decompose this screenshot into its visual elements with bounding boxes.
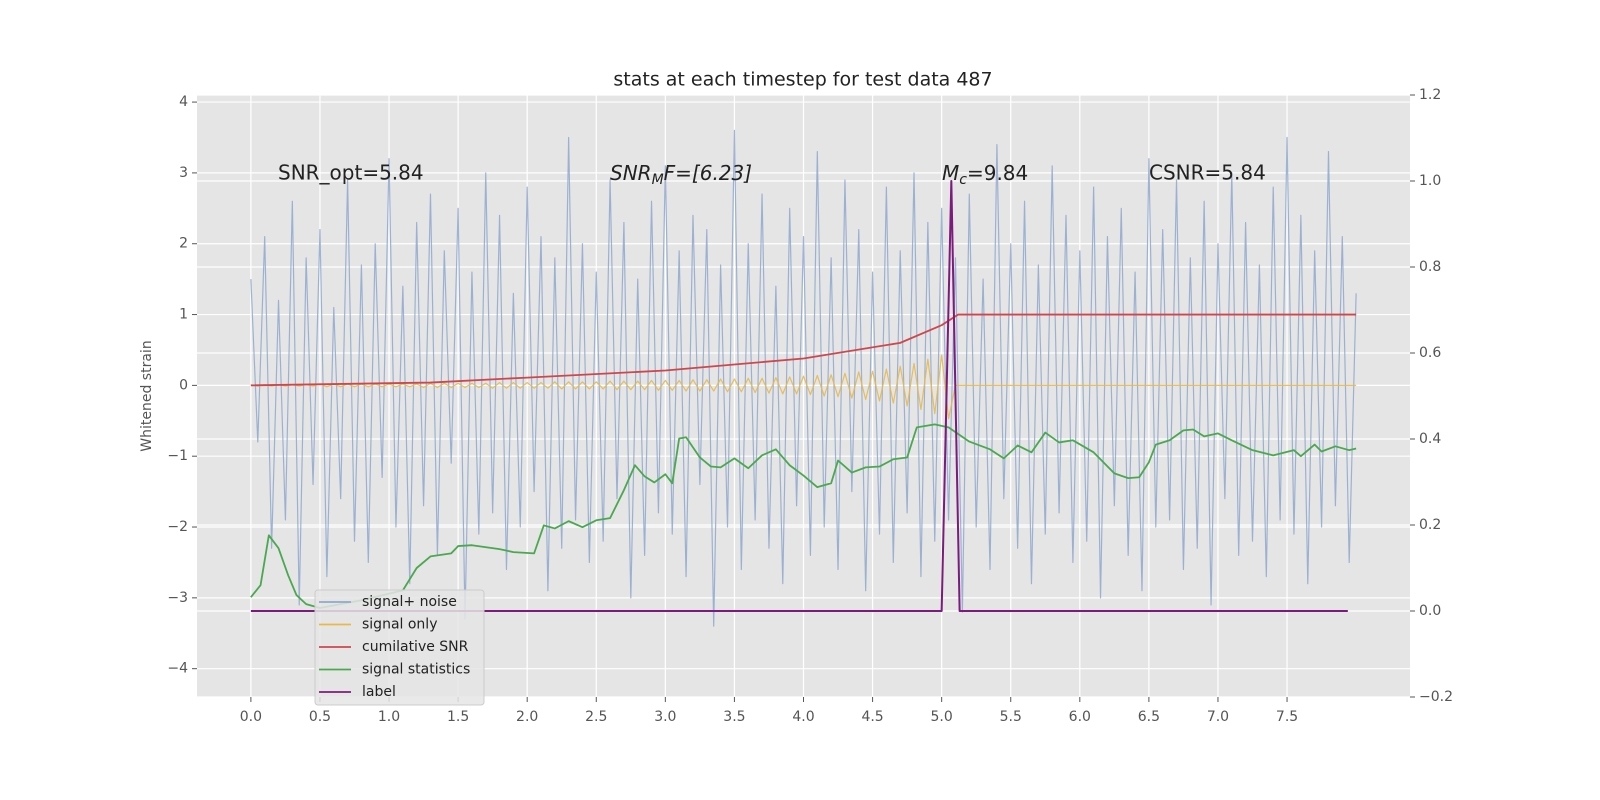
y-tick-label: −2	[167, 519, 188, 535]
x-tick-label: 0.0	[240, 709, 262, 725]
series-line	[250, 313, 1357, 387]
legend-label: signal+ noise	[362, 594, 457, 610]
annotation-subscript: c	[959, 172, 967, 188]
annotation-base: SNR	[610, 161, 652, 185]
x-tick-label: 1.0	[378, 709, 400, 725]
x-tick-label: 4.5	[861, 709, 883, 725]
series-line	[250, 423, 1357, 609]
x-tick-label: 5.0	[931, 709, 953, 725]
annotation: SNR_opt=5.84	[278, 161, 424, 185]
legend-label: label	[362, 684, 396, 700]
x-tick-label: 3.0	[654, 709, 676, 725]
y2-tick-label: 1.0	[1419, 173, 1441, 189]
legend: signal+ noise signal only cumilative SNR si…	[314, 589, 485, 706]
y-tick-label: 1	[179, 307, 188, 323]
x-tick-label: 7.5	[1276, 709, 1298, 725]
x-tick-label: 1.5	[447, 709, 469, 725]
legend-label: signal statistics	[362, 662, 470, 678]
x-tick-label: 4.0	[792, 709, 814, 725]
y2-tick-label: 0.8	[1419, 259, 1441, 275]
x-tick-label: 0.5	[309, 709, 331, 725]
y-tick-label: 2	[179, 236, 188, 252]
x-tick-label: 2.5	[585, 709, 607, 725]
y2-tick-label: 1.2	[1419, 87, 1441, 103]
y-tick-label: −1	[167, 448, 188, 464]
axes: 0.0 0.5 1.0 1.5 2.0 2.5 3.0 3.5 4.0 4.5 5.0 5.5 6.0 6…	[167, 87, 1453, 725]
y-tick-label: −3	[167, 590, 188, 606]
x-tick-label: 2.0	[516, 709, 538, 725]
y2-tick-label: −0.2	[1419, 689, 1453, 705]
y2-tick-label: 0.2	[1419, 517, 1441, 533]
legend-box	[314, 589, 485, 706]
series-line	[250, 129, 1357, 627]
annotation-rest: =9.84	[967, 161, 1028, 185]
y2-tick-label: 0.4	[1419, 431, 1441, 447]
x-tick-label: 7.0	[1207, 709, 1229, 725]
y2-tick-label: 0.6	[1419, 345, 1441, 361]
legend-label: cumilative SNR	[362, 639, 469, 655]
x-tick-label: 6.5	[1138, 709, 1160, 725]
chart-title: stats at each timestep for test data 487	[613, 69, 992, 91]
series-line	[250, 180, 1348, 612]
y-axis-label: Whitened strain	[139, 340, 155, 451]
annotation: CSNR=5.84	[1149, 161, 1266, 185]
annotation: Mc=9.84	[942, 161, 1028, 189]
annotation-subscript: M	[652, 172, 664, 188]
y-tick-label: 3	[179, 165, 188, 181]
plot-lines	[250, 129, 1357, 627]
y-tick-label: 0	[179, 377, 188, 393]
annotation-base: M	[942, 161, 959, 185]
y2-tick-label: 0.0	[1419, 603, 1441, 619]
legend-label: signal only	[362, 617, 437, 633]
y-tick-label: −4	[167, 661, 188, 677]
x-tick-label: 3.5	[723, 709, 745, 725]
annotation: SNRMF=[6.23]	[610, 161, 752, 189]
y-tick-label: 4	[179, 94, 188, 110]
x-tick-label: 5.5	[1000, 709, 1022, 725]
series-line	[250, 354, 1357, 420]
annotation-rest: F=[6.23]	[664, 161, 752, 185]
x-tick-label: 6.0	[1069, 709, 1091, 725]
